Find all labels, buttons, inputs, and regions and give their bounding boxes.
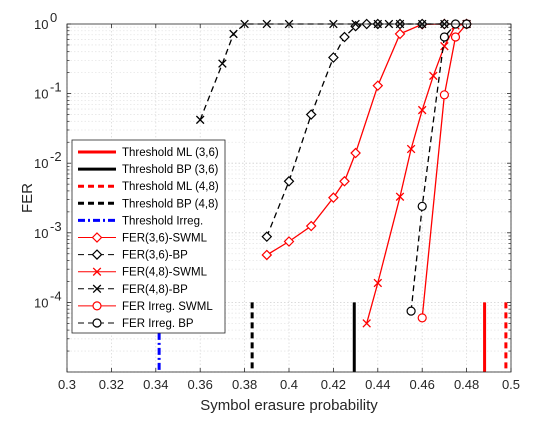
y-tick-label-exponent: -2 [50,149,62,164]
legend-marker-sample [92,267,102,276]
series-point [305,109,317,120]
x-tick-label: 0.42 [321,377,346,392]
legend: Threshold ML (3,6) Threshold BP (3,6) Thre… [71,139,226,334]
legend-entry: FER(3,6)-BP [78,249,188,262]
series-point [440,41,449,51]
series-point [372,80,384,92]
y-tick-label-exponent: 0 [50,10,57,25]
legend-entry: FER(4,8)-SWML [78,267,208,279]
series-point [283,175,295,187]
legend-marker-sample [91,249,103,260]
series-point [417,313,427,323]
series-point [429,71,438,81]
legend-marker-sample [91,232,103,243]
legend-label: FER(4,8)-BP [122,284,188,296]
x-tick-label: 0.5 [502,377,520,392]
x-tick-label: 0.32 [99,377,124,392]
legend-label: FER(4,8)-SWML [122,267,208,279]
series-point [394,28,406,40]
series-point [406,306,416,316]
x-axis-label: Symbol erasure probability [200,397,378,414]
y-tick-label-exponent: -3 [50,219,62,234]
y-tick-label-base: 10 [34,226,48,241]
x-tick-label: 0.46 [410,377,435,392]
x-tick-label: 0.36 [188,377,213,392]
series-line [421,23,468,318]
y-tick-label-base: 10 [34,156,48,171]
series-point [328,192,339,203]
legend-label: FER(3,6)-SWML [122,233,208,245]
legend-entry: Threshold Irreg. [78,215,203,227]
series-point [417,201,427,211]
series-point [195,115,205,125]
series-point [350,147,361,159]
series-point [406,144,416,154]
series-point [395,192,405,201]
series-point [283,236,295,247]
legend-entry: FER(4,8)-BP [78,284,188,296]
legend-label: Threshold BP (4,8) [122,198,218,210]
legend-label: Threshold BP (3,6) [122,164,218,176]
legend-entry: Threshold ML (3,6) [78,147,219,159]
legend-entry: FER Irreg. BP [78,318,194,330]
legend-entry: Threshold ML (4,8) [78,181,219,193]
legend-label: Threshold Irreg. [122,215,203,227]
x-tick-label: 0.34 [143,377,168,392]
threshold-lines [157,302,508,372]
legend-entry: Threshold BP (4,8) [78,198,218,210]
series-point [261,249,273,261]
legend-marker-sample [92,318,102,328]
x-tick-label: 0.4 [280,377,298,392]
series-point [450,32,461,42]
legend-label: Threshold ML (4,8) [122,181,219,193]
x-tick-label: 0.38 [232,377,257,392]
series-line [410,23,467,312]
x-tick-label: 0.3 [58,377,76,392]
series-point [305,220,317,232]
legend-entry: FER(3,6)-SWML [78,232,208,245]
y-tick-label-base: 10 [34,17,48,32]
y-tick-label-base: 10 [34,87,48,102]
series-point [218,59,227,68]
series-point [339,31,350,43]
y-tick-label-exponent: -1 [50,80,62,95]
legend-label: Threshold ML (3,6) [122,147,219,159]
axis-ticks: 0.3 0.32 0.34 0.36 0.38 0.4 0.42 0.44 0.46 0.48 0.… [34,10,520,392]
y-tick-label-exponent: -4 [50,288,62,303]
series-point [261,231,273,243]
series-point [417,105,427,115]
legend-label: FER Irreg. BP [122,318,194,330]
legend-marker-sample [92,301,102,311]
x-tick-label: 0.48 [454,377,479,392]
series-point [339,175,350,187]
series-point [439,90,449,100]
legend-marker-sample [92,284,102,294]
series-point [328,52,339,63]
legend-label: FER(3,6)-BP [122,250,188,262]
series-point [229,29,238,39]
legend-entry: Threshold BP (3,6) [78,164,218,176]
x-tick-label: 0.44 [365,377,390,392]
y-axis-label: FER [19,183,36,213]
series-point [362,319,371,328]
series-point [439,32,449,42]
legend-label: FER Irreg. SWML [122,301,213,313]
y-tick-label-base: 10 [34,295,48,310]
legend-entry: FER Irreg. SWML [78,301,213,313]
series-point [373,278,383,288]
